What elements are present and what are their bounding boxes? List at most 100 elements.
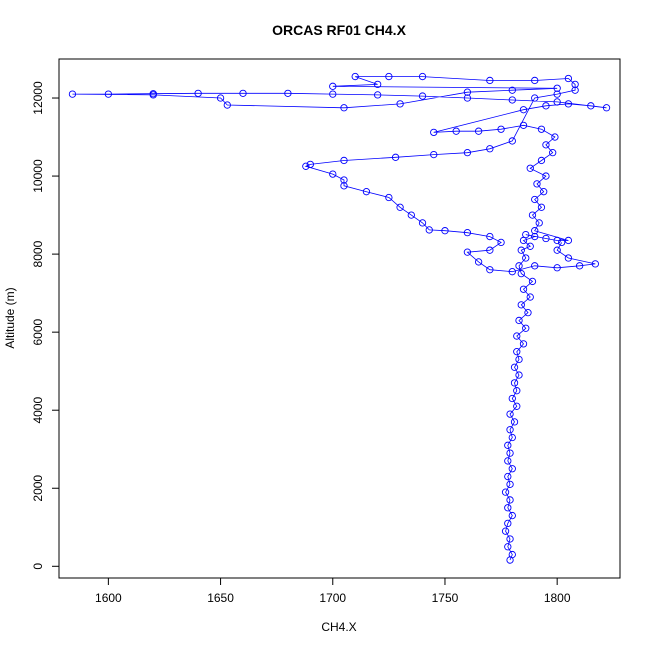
data-point [515, 371, 523, 379]
data-point [531, 227, 539, 235]
data-point [463, 94, 472, 102]
y-tick-label: 12000 [31, 81, 45, 115]
data-point [329, 170, 337, 178]
data-point [564, 236, 573, 245]
data-point [504, 519, 512, 528]
data-point [517, 246, 525, 254]
data-point [504, 543, 512, 551]
data-point [553, 84, 561, 92]
data-point [564, 100, 573, 108]
plot-frame [58, 58, 621, 579]
data-point [540, 188, 548, 196]
data-point [587, 102, 595, 110]
data-point [216, 94, 225, 102]
data-point [508, 433, 516, 442]
x-tick-label: 1650 [207, 591, 234, 605]
data-point [519, 106, 528, 114]
data-point [508, 137, 516, 145]
data-point [501, 527, 510, 535]
data-point [510, 363, 519, 371]
data-point [486, 76, 494, 85]
data-point [519, 340, 528, 348]
data-point [351, 72, 359, 81]
data-point [506, 410, 514, 418]
data-point [239, 89, 247, 97]
data-point [340, 104, 348, 112]
data-point [537, 203, 546, 211]
data-point [519, 121, 528, 129]
x-axis-label: CH4.X [321, 620, 356, 634]
data-point [385, 72, 393, 81]
data-point [340, 156, 348, 165]
data-point [564, 254, 573, 262]
data-point [340, 182, 348, 190]
data-point [531, 195, 539, 204]
data-point [474, 127, 483, 135]
data-point [515, 262, 523, 270]
data-point [591, 260, 599, 268]
data-point [418, 72, 427, 81]
data-point [340, 176, 348, 184]
data-point [537, 156, 546, 165]
chart-title: ORCAS RF01 CH4.X [272, 22, 406, 38]
data-point [517, 269, 525, 278]
data-point [474, 258, 483, 266]
data-point [506, 480, 514, 488]
data-point [284, 89, 292, 97]
data-point [524, 308, 532, 317]
data-point [537, 125, 546, 133]
data-point [531, 262, 539, 270]
data-point [508, 550, 516, 559]
data-point [418, 219, 427, 227]
data-point [329, 82, 337, 90]
data-point [553, 264, 561, 272]
data-point [513, 387, 521, 395]
data-series [68, 72, 611, 564]
data-point [504, 457, 512, 465]
data-point [508, 86, 516, 94]
data-point [501, 488, 510, 496]
data-point [463, 248, 472, 256]
data-point [558, 238, 566, 247]
data-point [510, 379, 519, 387]
data-point [510, 418, 519, 426]
data-point [504, 472, 512, 481]
data-point [508, 511, 516, 520]
data-point [522, 230, 530, 239]
data-point [329, 90, 337, 98]
data-point [407, 211, 415, 219]
data-point [517, 301, 525, 309]
data-point [602, 104, 611, 112]
data-point [396, 100, 404, 108]
data-point [575, 262, 584, 270]
data-point [486, 145, 494, 153]
y-tick-label: 0 [31, 563, 45, 570]
data-point [533, 180, 541, 188]
data-point [571, 80, 579, 89]
data-point [549, 149, 557, 157]
y-tick-label: 8000 [31, 240, 45, 267]
data-point [506, 426, 514, 434]
data-point [531, 232, 539, 241]
data-point [535, 219, 543, 227]
data-point [306, 160, 314, 169]
x-tick-label: 1800 [544, 591, 571, 605]
data-point [506, 496, 514, 504]
data-point [528, 211, 537, 219]
data-point [194, 89, 202, 97]
data-point [430, 150, 438, 159]
data-point [553, 236, 561, 245]
data-point [526, 164, 534, 172]
data-point [519, 285, 528, 293]
x-axis: 1600 1650 1700 1750 1800 [95, 577, 571, 605]
data-point [68, 90, 77, 98]
series-line [72, 76, 607, 561]
data-point [149, 91, 157, 99]
data-point [513, 402, 521, 410]
data-point [373, 80, 382, 89]
x-tick-label: 1600 [95, 591, 122, 605]
data-point [528, 277, 537, 286]
data-point [302, 162, 310, 170]
data-point [522, 324, 530, 332]
